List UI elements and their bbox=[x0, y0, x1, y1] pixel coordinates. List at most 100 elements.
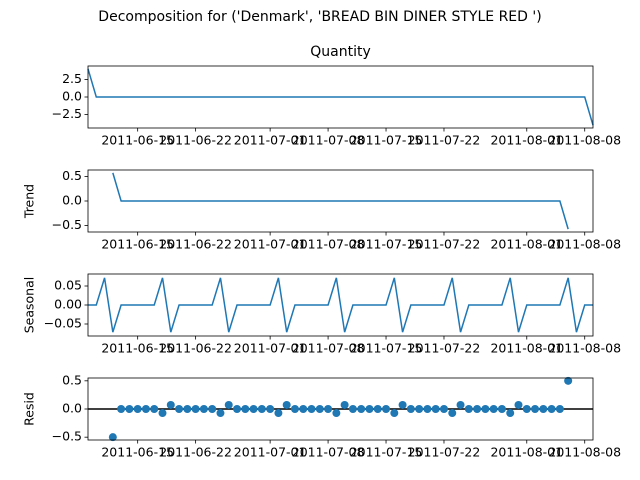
x-tick-label: 2011-07-15 bbox=[350, 341, 423, 356]
point bbox=[547, 405, 556, 413]
point bbox=[365, 405, 374, 413]
x-tick-label: 2011-07-08 bbox=[292, 133, 365, 148]
point bbox=[208, 405, 217, 413]
point bbox=[448, 409, 457, 418]
y-tick-label: 0.0 bbox=[62, 193, 82, 208]
x-tick-label: 2011-08-01 bbox=[490, 133, 563, 148]
point bbox=[522, 405, 531, 413]
point bbox=[464, 405, 473, 413]
x-tick-label: 2011-08-01 bbox=[490, 237, 563, 252]
point bbox=[497, 405, 506, 413]
y-tick-label: 0.0 bbox=[62, 89, 82, 104]
point bbox=[191, 405, 200, 413]
y-tick-label: −0.5 bbox=[52, 429, 82, 444]
y-tick-label: 0.5 bbox=[62, 372, 82, 387]
axes-frame bbox=[87, 273, 594, 337]
point bbox=[108, 433, 117, 442]
x-tick-label: 2011-07-01 bbox=[234, 237, 307, 252]
x-tick-label: 2011-07-22 bbox=[408, 133, 481, 148]
y-axis-label: Resid bbox=[22, 392, 37, 426]
y-tick-label: 0.5 bbox=[62, 168, 82, 183]
y-tick-label: 0.0 bbox=[62, 401, 82, 416]
x-tick-label: 2011-06-22 bbox=[159, 133, 232, 148]
point bbox=[158, 409, 167, 418]
point bbox=[423, 405, 432, 413]
point bbox=[257, 405, 266, 413]
point bbox=[332, 409, 341, 418]
point bbox=[117, 405, 126, 413]
x-tick-label: 2011-06-15 bbox=[101, 445, 174, 460]
x-tick-label: 2011-07-15 bbox=[350, 237, 423, 252]
point bbox=[456, 400, 465, 409]
point bbox=[166, 400, 175, 409]
x-tick-label: 2011-08-08 bbox=[548, 133, 621, 148]
point bbox=[348, 405, 357, 413]
point bbox=[398, 400, 407, 409]
point bbox=[531, 405, 540, 413]
point bbox=[315, 405, 324, 413]
point bbox=[199, 405, 208, 413]
point bbox=[340, 400, 349, 409]
series-line bbox=[87, 68, 594, 126]
point bbox=[439, 405, 448, 413]
y-tick-label: −0.5 bbox=[52, 217, 82, 232]
x-tick-label: 2011-07-15 bbox=[350, 445, 423, 460]
point bbox=[324, 405, 333, 413]
figure-title: Decomposition for ('Denmark', 'BREAD BIN… bbox=[98, 9, 541, 25]
point bbox=[564, 376, 573, 385]
x-tick-label: 2011-06-15 bbox=[101, 133, 174, 148]
point bbox=[274, 409, 283, 418]
x-tick-label: 2011-06-15 bbox=[101, 237, 174, 252]
point bbox=[290, 405, 299, 413]
panel-title: Quantity bbox=[310, 44, 371, 60]
point bbox=[233, 405, 242, 413]
x-tick-label: 2011-07-08 bbox=[292, 445, 365, 460]
x-tick-label: 2011-06-22 bbox=[159, 237, 232, 252]
x-tick-label: 2011-07-22 bbox=[408, 445, 481, 460]
point bbox=[373, 405, 382, 413]
series-line bbox=[88, 277, 593, 333]
point bbox=[382, 405, 391, 413]
y-tick-label: 0.00 bbox=[54, 297, 82, 312]
point bbox=[282, 400, 291, 409]
point bbox=[224, 400, 233, 409]
point bbox=[555, 405, 564, 413]
point bbox=[133, 405, 142, 413]
point bbox=[241, 405, 250, 413]
point bbox=[506, 409, 515, 418]
point bbox=[307, 405, 316, 413]
x-tick-label: 2011-08-08 bbox=[548, 341, 621, 356]
x-tick-label: 2011-06-15 bbox=[101, 341, 174, 356]
point bbox=[539, 405, 548, 413]
axes-frame bbox=[87, 169, 594, 233]
point bbox=[481, 405, 490, 413]
x-tick-label: 2011-06-22 bbox=[159, 445, 232, 460]
x-tick-label: 2011-07-22 bbox=[408, 341, 481, 356]
x-tick-label: 2011-08-08 bbox=[548, 445, 621, 460]
point bbox=[473, 405, 482, 413]
point bbox=[175, 405, 184, 413]
x-tick-label: 2011-07-22 bbox=[408, 237, 481, 252]
y-tick-label: −0.05 bbox=[44, 315, 82, 330]
point bbox=[183, 405, 192, 413]
axes-frame bbox=[87, 377, 594, 441]
point bbox=[249, 405, 258, 413]
x-tick-label: 2011-08-08 bbox=[548, 237, 621, 252]
x-tick-label: 2011-08-01 bbox=[490, 445, 563, 460]
y-axis-label: Trend bbox=[22, 184, 37, 219]
point bbox=[406, 405, 415, 413]
y-axis-label: Seasonal bbox=[22, 277, 37, 334]
point bbox=[299, 405, 308, 413]
x-tick-label: 2011-08-01 bbox=[490, 341, 563, 356]
x-tick-label: 2011-07-08 bbox=[292, 341, 365, 356]
x-tick-label: 2011-07-01 bbox=[234, 341, 307, 356]
x-tick-label: 2011-07-08 bbox=[292, 237, 365, 252]
y-tick-label: 2.5 bbox=[62, 71, 82, 86]
point bbox=[390, 409, 399, 418]
y-tick-label: 0.05 bbox=[54, 278, 82, 293]
x-tick-label: 2011-07-15 bbox=[350, 133, 423, 148]
x-tick-label: 2011-07-01 bbox=[234, 445, 307, 460]
